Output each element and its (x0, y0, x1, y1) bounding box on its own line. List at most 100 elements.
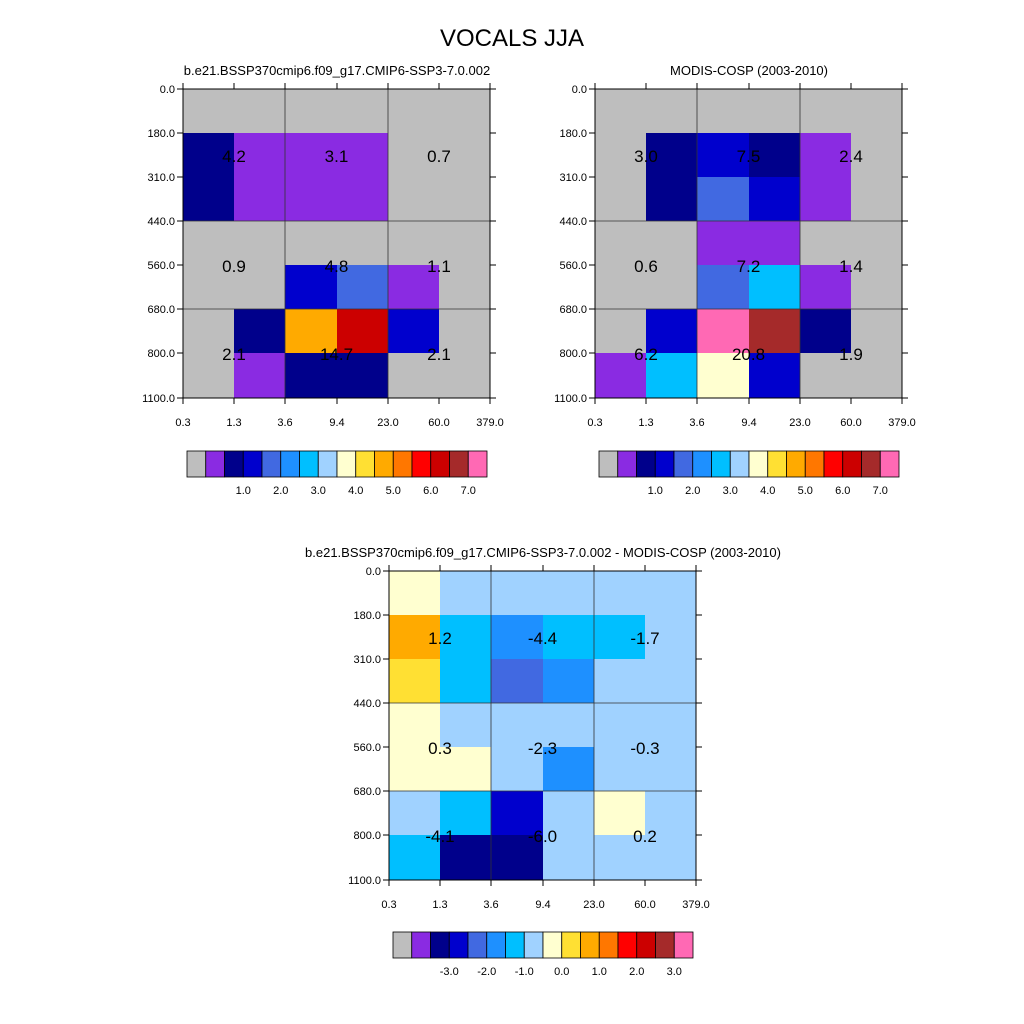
heatmap-cell (234, 309, 286, 354)
legend-swatch (392, 931, 413, 959)
heatmap-cell (389, 615, 441, 660)
heatmap-cell (285, 133, 338, 178)
heatmap-cell (594, 615, 646, 660)
legend-swatch (861, 450, 881, 478)
legend-swatch (261, 450, 282, 478)
legend-swatch (748, 450, 769, 478)
heatmap-cell (543, 703, 595, 748)
legend-label: 2.0 (273, 485, 288, 497)
x-tick-label: 1.3 (226, 417, 241, 429)
legend-swatch (598, 931, 619, 959)
legend-swatch (374, 450, 394, 478)
legend-label: 6.0 (835, 485, 850, 497)
heatmap-cell (388, 353, 440, 399)
y-tick-label: 310.0 (147, 172, 175, 184)
heatmap-cell (491, 659, 544, 704)
box-value-label: -0.3 (630, 739, 659, 758)
legend-label: 1.0 (648, 485, 663, 497)
legend-label: 3.0 (311, 485, 326, 497)
y-tick-label: 0.0 (572, 84, 587, 96)
legend-swatch (692, 450, 712, 478)
legend-swatch (711, 450, 731, 478)
legend-swatch (561, 931, 581, 959)
heatmap-cell (337, 133, 389, 178)
heatmap-cell (594, 747, 646, 792)
heatmap-cell (594, 659, 646, 704)
box-value-label: 2.1 (427, 345, 451, 364)
legend-label: 0.0 (554, 966, 569, 978)
heatmap-cell (389, 571, 441, 616)
heatmap-cell (337, 177, 389, 222)
legend-swatch (355, 450, 375, 478)
legend-swatch (280, 450, 300, 478)
heatmap-cell (285, 177, 338, 222)
heatmap-panel-1: b.e21.BSSP370cmip6.f09_g17.CMIP6-SSP3-7.… (142, 63, 504, 497)
x-tick-label: 23.0 (583, 899, 604, 911)
heatmap-cell (439, 89, 491, 134)
box-value-label: -4.4 (528, 629, 557, 648)
heatmap-cell (543, 659, 595, 704)
box-value-label: 4.8 (325, 257, 349, 276)
box-value-label: 3.1 (325, 147, 349, 166)
x-tick-label: 60.0 (634, 899, 655, 911)
heatmap-cell (645, 615, 697, 660)
heatmap-cell (440, 659, 492, 704)
heatmap-cell (183, 133, 235, 178)
heatmap-cell (697, 177, 750, 222)
heatmap-cell (439, 133, 491, 178)
heatmap-cell (543, 791, 595, 836)
box-value-label: 0.2 (633, 827, 657, 846)
heatmap-cell (800, 353, 852, 399)
heatmap-cell (337, 221, 389, 266)
box-value-label: 0.6 (634, 257, 658, 276)
heatmap-cell (183, 221, 235, 266)
heatmap-cell (646, 353, 698, 399)
legend-swatch (598, 450, 619, 478)
heatmap-cell (645, 703, 697, 748)
heatmap-cell (440, 835, 492, 881)
box-value-label: 2.1 (222, 345, 246, 364)
y-tick-label: 560.0 (559, 260, 587, 272)
box-value-label: -2.3 (528, 739, 557, 758)
legend-label: 4.0 (760, 485, 775, 497)
heatmap-cell (440, 571, 492, 616)
heatmap-cell (697, 265, 750, 310)
heatmap-cell (749, 133, 801, 178)
heatmap-cell (595, 133, 647, 178)
heatmap-panel-2: MODIS-COSP (2003-2010) 0.0 180.0 310.0 440.0… (554, 63, 916, 497)
y-tick-label: 680.0 (353, 786, 381, 798)
heatmap-cell (234, 265, 286, 310)
legend-swatch (655, 931, 675, 959)
heatmap-cell (645, 747, 697, 792)
box-value-label: -4.1 (425, 827, 454, 846)
heatmap-cell (389, 791, 441, 836)
y-tick-label: 440.0 (353, 698, 381, 710)
heatmap-cell (491, 571, 544, 616)
x-tick-label: 9.4 (329, 417, 344, 429)
legend-swatch (523, 931, 544, 959)
x-tick-label: 60.0 (428, 417, 449, 429)
legend-swatch (411, 450, 432, 478)
heatmap-cell (594, 791, 646, 836)
heatmap-cell (595, 221, 647, 266)
legend-swatch (392, 450, 413, 478)
heatmap-cell (389, 747, 441, 792)
heatmap-cell (800, 133, 852, 178)
heatmap-cell (646, 89, 698, 134)
heatmap-cell (183, 309, 235, 354)
legend-swatch (448, 931, 469, 959)
y-tick-label: 310.0 (353, 654, 381, 666)
heatmap-cell (595, 177, 647, 222)
legend-swatch (617, 931, 638, 959)
legend-swatch (842, 450, 862, 478)
y-tick-label: 0.0 (160, 84, 175, 96)
y-tick-label: 180.0 (147, 128, 175, 140)
heatmap-cell (697, 133, 750, 178)
heatmap-cell (440, 615, 492, 660)
heatmap-cell (388, 133, 440, 178)
heatmap-cell (439, 265, 491, 310)
legend-swatch (804, 450, 825, 478)
y-tick-label: 310.0 (559, 172, 587, 184)
heatmap-cell (337, 265, 389, 310)
heatmap-cell (595, 89, 647, 134)
